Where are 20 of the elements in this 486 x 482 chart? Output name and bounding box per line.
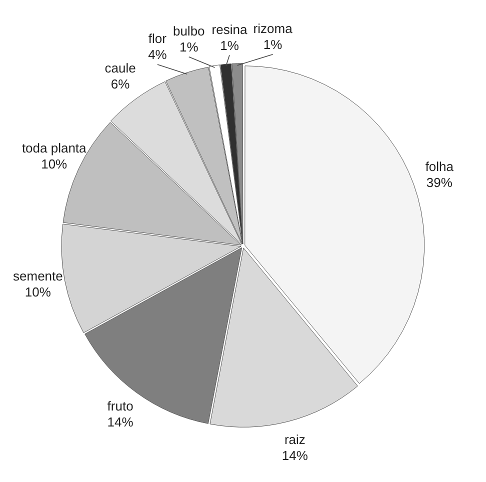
slice-label: fruto <box>107 398 134 414</box>
data-label: 39% <box>426 174 453 190</box>
data-label: 10% <box>41 156 68 172</box>
data-label: 14% <box>107 414 134 430</box>
slice-label: semente <box>13 268 63 284</box>
data-label: 6% <box>110 76 130 92</box>
data-label: 14% <box>282 448 308 463</box>
slice-label: caule <box>104 60 136 76</box>
slice-label: bulbo <box>172 23 205 38</box>
slice-label: raiz <box>284 432 306 447</box>
data-label: 1% <box>220 38 240 53</box>
data-label: 4% <box>148 47 168 62</box>
slice-label: toda planta <box>22 140 88 156</box>
data-label: 10% <box>24 284 52 300</box>
data-label: 1% <box>179 39 199 54</box>
slice-label: resina <box>212 22 248 37</box>
slice-label: flor <box>148 31 168 46</box>
slice-label: rizoma <box>253 20 294 36</box>
slice-label: folha <box>425 158 454 174</box>
data-label: 1% <box>263 36 283 52</box>
